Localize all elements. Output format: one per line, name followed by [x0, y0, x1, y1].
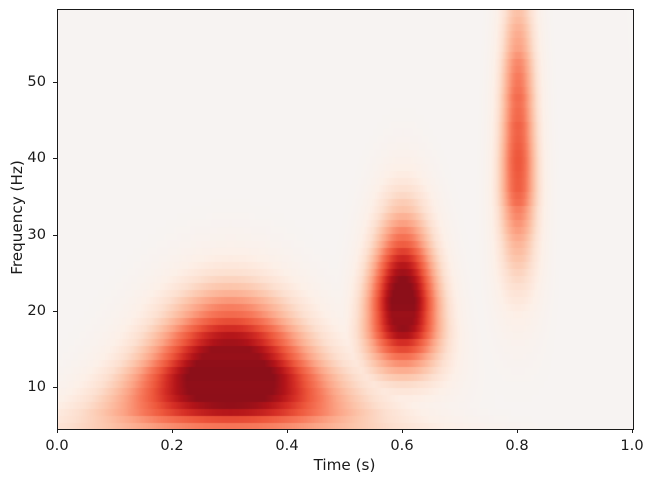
xtick-mark-0 — [57, 429, 59, 434]
scalogram-heatmap — [58, 10, 633, 429]
ytick-label-20: 20 — [27, 302, 46, 319]
y-axis-label: Frequency (Hz) — [8, 160, 26, 275]
ytick-label-40: 40 — [27, 149, 46, 166]
x-axis-label: Time (s) — [313, 456, 376, 474]
ytick-mark-10 — [52, 387, 57, 389]
xtick-label-2: 0.4 — [275, 437, 299, 454]
ytick-mark-50 — [52, 82, 57, 84]
xtick-mark-4 — [517, 429, 519, 434]
ytick-label-10: 10 — [27, 378, 46, 395]
xtick-label-4: 0.8 — [505, 437, 529, 454]
ytick-label-50: 50 — [27, 73, 46, 90]
xtick-label-1: 0.2 — [160, 437, 184, 454]
xtick-mark-5 — [632, 429, 634, 434]
ytick-label-30: 30 — [27, 226, 46, 243]
xtick-label-0: 0.0 — [45, 437, 69, 454]
ytick-mark-30 — [52, 235, 57, 237]
ytick-mark-40 — [52, 158, 57, 160]
ytick-mark-20 — [52, 311, 57, 313]
xtick-mark-3 — [402, 429, 404, 434]
xtick-mark-1 — [172, 429, 174, 434]
plot-area — [57, 9, 634, 430]
xtick-mark-2 — [287, 429, 289, 434]
xtick-label-3: 0.6 — [390, 437, 414, 454]
xtick-label-5: 1.0 — [620, 437, 644, 454]
